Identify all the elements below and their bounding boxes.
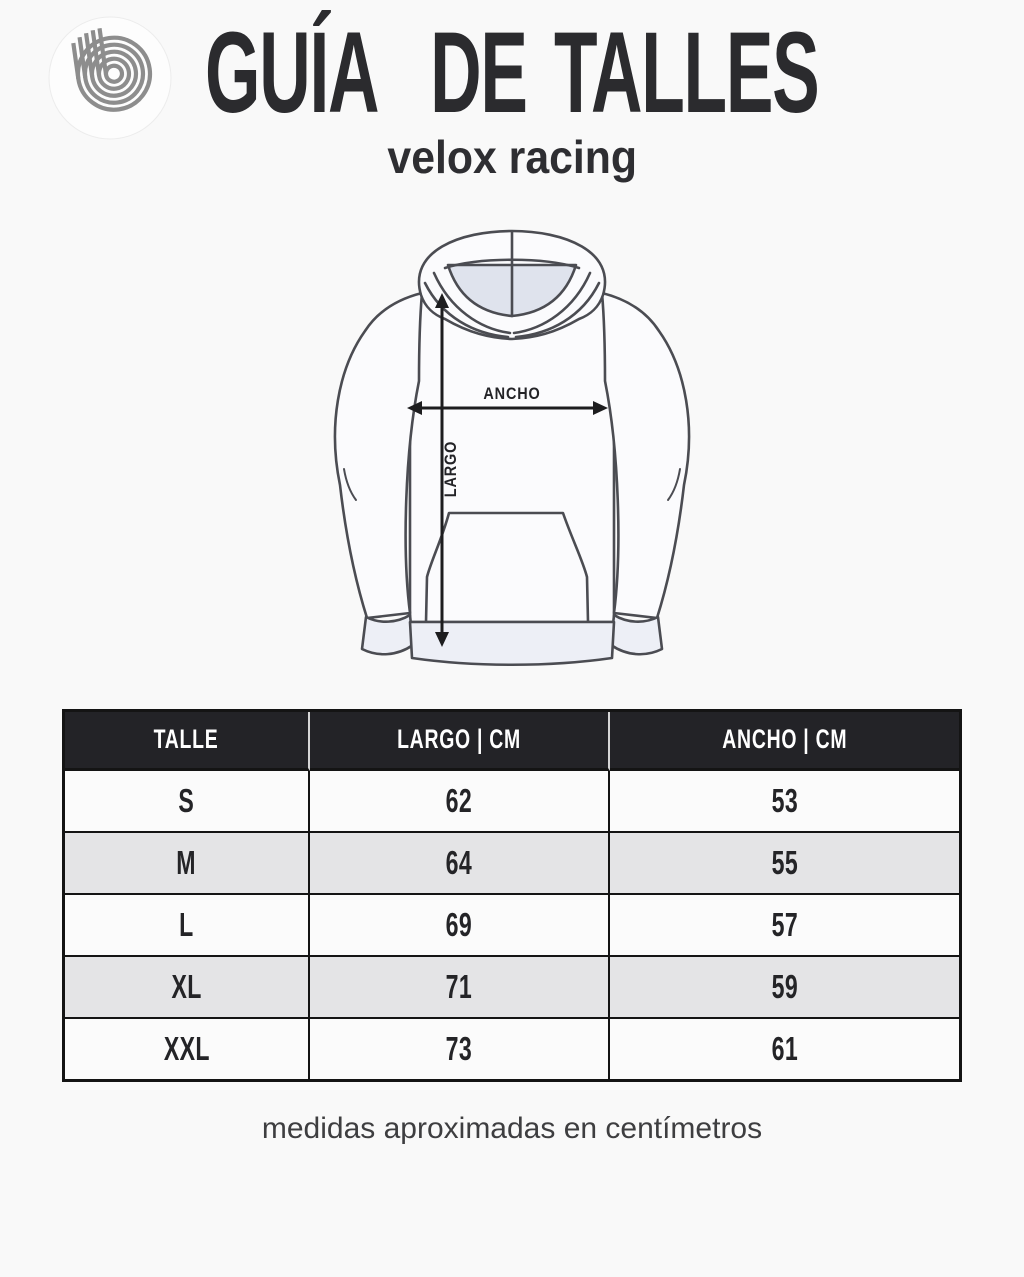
table-row-xl: XL 71 59 bbox=[65, 956, 959, 1019]
brand-logo bbox=[48, 16, 172, 140]
table-row-xxl: XXL 73 61 bbox=[65, 1018, 959, 1079]
size-cell: XL bbox=[65, 956, 310, 1019]
size-guide-page: { "page": { "title": "GUÍA DE TALLES", "… bbox=[0, 16, 1024, 1277]
ancho-cell: 57 bbox=[610, 895, 959, 957]
largo-cell: 71 bbox=[309, 956, 611, 1019]
hoodie-pocket bbox=[424, 511, 590, 623]
table-header-row: TALLE LARGO | CM ANCHO | CM bbox=[65, 711, 959, 771]
page-title: GUÍA DE TALLES bbox=[0, 16, 1024, 131]
ancho-cell: 53 bbox=[610, 771, 959, 833]
hood-right-flap-inner bbox=[512, 271, 592, 334]
hood-right-flap-outer bbox=[514, 281, 601, 338]
page-subtitle: velox racing bbox=[0, 129, 1024, 187]
hoodie-right-cuff bbox=[609, 613, 664, 655]
arrowheads bbox=[407, 292, 608, 647]
size-cell: L bbox=[65, 894, 310, 957]
header-talle: TALLE bbox=[65, 711, 310, 771]
largo-cell: 64 bbox=[309, 832, 611, 895]
hoodie-left-cuff bbox=[360, 613, 415, 655]
left-elbow-seam bbox=[343, 467, 357, 501]
largo-cell: 62 bbox=[309, 770, 611, 833]
right-elbow-seam bbox=[667, 467, 681, 501]
largo-label: LARGO bbox=[442, 440, 460, 496]
size-cell: M bbox=[65, 832, 310, 895]
hood-left-flap-outer bbox=[423, 281, 510, 338]
hood-left-flap-inner bbox=[432, 271, 512, 334]
size-cell: S bbox=[65, 770, 310, 833]
ancho-cell: 61 bbox=[771, 1029, 798, 1067]
measurement-arrows bbox=[414, 300, 601, 639]
ancho-label: ANCHO bbox=[483, 384, 540, 402]
largo-cell: 69 bbox=[309, 894, 611, 957]
header-ancho: ANCHO | CM bbox=[610, 711, 959, 771]
table-row-l: L 69 57 bbox=[65, 894, 959, 957]
b-spiral-icon bbox=[48, 16, 172, 140]
page-title-text: GUÍA DE TALLES bbox=[205, 9, 820, 137]
hoodie-left-sleeve bbox=[333, 291, 424, 619]
header-largo: LARGO | CM bbox=[309, 711, 611, 771]
hoodie-waistband bbox=[408, 620, 616, 666]
ancho-cell: 59 bbox=[610, 957, 959, 1019]
size-table: TALLE LARGO | CM ANCHO | CM S 62 53 M 64… bbox=[62, 708, 962, 1082]
table-row-s: S 62 53 bbox=[65, 770, 959, 833]
largo-cell: 73 bbox=[310, 1018, 611, 1079]
table-row-m: M 64 55 bbox=[65, 832, 959, 895]
hood-lining-edge bbox=[443, 257, 581, 269]
footer-note: medidas aproximadas en centímetros bbox=[261, 1111, 763, 1145]
size-cell: XXL bbox=[65, 1018, 310, 1079]
hoodie-diagram: ANCHO LARGO bbox=[0, 221, 1024, 671]
page-subtitle-text: velox racing bbox=[387, 131, 637, 183]
hoodie-right-sleeve bbox=[600, 291, 691, 619]
ancho-cell: 55 bbox=[610, 833, 959, 895]
hoodie-drawing: ANCHO LARGO bbox=[333, 229, 691, 666]
